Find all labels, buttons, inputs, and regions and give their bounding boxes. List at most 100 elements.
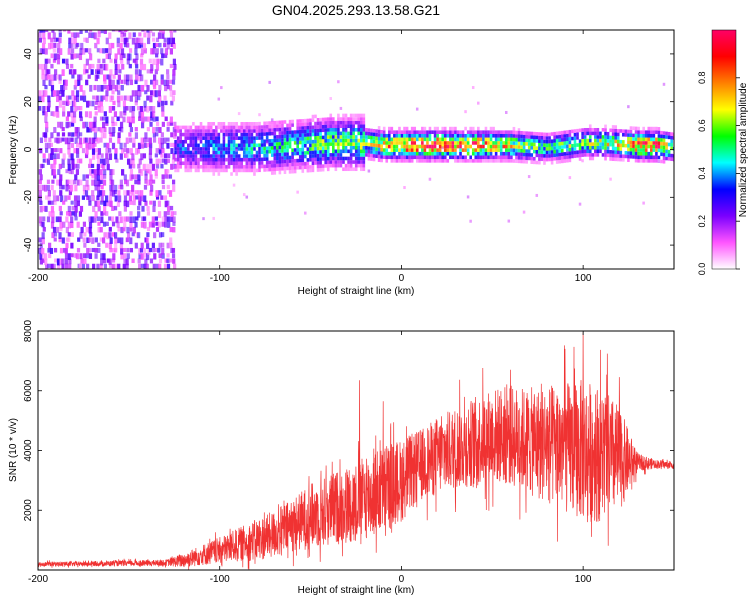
heat-cell	[459, 151, 462, 156]
heat-cell	[286, 145, 289, 149]
heat-cell	[53, 232, 58, 237]
heat-cell	[632, 147, 635, 152]
heat-cell	[456, 159, 460, 163]
heat-cell	[281, 166, 284, 171]
heat-cell	[443, 159, 447, 163]
heat-cell	[128, 63, 132, 69]
heat-cell	[357, 138, 361, 143]
heat-cell	[433, 130, 437, 134]
heat-cell	[560, 130, 564, 135]
heat-cell	[143, 106, 147, 112]
heat-cell	[418, 130, 422, 134]
heat-cell	[92, 137, 96, 144]
heat-cell	[489, 151, 493, 156]
heat-cell	[395, 133, 399, 138]
heat-cell	[99, 137, 103, 143]
heat-cell	[117, 63, 121, 70]
heat-cell	[319, 164, 322, 169]
heat-cell	[622, 158, 625, 162]
heat-cell	[428, 177, 432, 181]
heat-cell	[349, 142, 353, 146]
heat-cell	[88, 163, 92, 169]
heat-cell	[517, 130, 521, 135]
heat-cell	[71, 90, 75, 96]
heat-cell	[352, 135, 355, 139]
heat-cell	[97, 242, 101, 247]
heat-cell	[311, 157, 315, 162]
heat-cell	[337, 127, 340, 132]
heat-cell	[609, 142, 612, 147]
heat-cell	[637, 159, 640, 163]
heat-cell	[141, 116, 145, 123]
heat-cell	[250, 136, 254, 140]
heat-cell	[93, 216, 97, 223]
heat-cell	[70, 242, 74, 249]
heat-cell	[410, 144, 414, 149]
heat-cell	[324, 164, 327, 168]
heat-cell	[298, 147, 302, 152]
heat-cell	[117, 190, 121, 196]
heat-cell	[128, 121, 132, 128]
heat-cell	[428, 126, 432, 131]
heat-cell	[268, 124, 272, 129]
heat-cell	[342, 131, 345, 136]
heat-cell	[321, 128, 325, 133]
heat-cell	[413, 126, 417, 131]
heat-cell	[155, 226, 160, 232]
heat-cell	[108, 226, 112, 232]
heat-cell	[39, 200, 43, 205]
heat-cell	[87, 74, 91, 79]
heat-cell	[172, 226, 176, 233]
heat-cell	[192, 129, 195, 133]
heat-cell	[489, 130, 493, 134]
heat-cell	[64, 137, 68, 145]
heat-cell	[408, 133, 411, 138]
heat-cell	[474, 151, 478, 156]
heat-cell	[39, 48, 43, 55]
heat-cell	[220, 147, 223, 151]
heat-cell	[662, 152, 666, 157]
heat-cell	[122, 226, 126, 232]
heat-cell	[74, 127, 78, 134]
heat-cell	[71, 95, 75, 101]
heat-cell	[155, 53, 159, 58]
heat-cell	[342, 113, 345, 118]
heat-cell	[642, 133, 645, 138]
heat-cell	[97, 69, 101, 75]
heat-cell	[268, 167, 272, 172]
heat-cell	[129, 226, 133, 232]
heat-cell	[436, 130, 439, 134]
heat-cell	[433, 126, 437, 131]
heat-cell	[140, 242, 144, 249]
heat-cell	[283, 138, 287, 142]
heat-cell	[58, 216, 62, 223]
heat-cell	[270, 164, 274, 168]
heat-cell	[385, 144, 389, 149]
heat-cell	[171, 179, 176, 185]
heat-cell	[237, 161, 241, 166]
heat-cell	[418, 137, 422, 142]
heat-cell	[436, 148, 439, 152]
heat-cell	[283, 145, 287, 149]
heat-cell	[45, 69, 49, 76]
heat-cell	[558, 152, 562, 157]
heat-cell	[157, 221, 162, 228]
heat-cell	[571, 143, 574, 148]
heat-cell	[152, 58, 156, 65]
heat-cell	[568, 151, 572, 156]
heat-cell	[260, 128, 264, 133]
heat-cell	[250, 150, 254, 155]
heat-cell	[502, 133, 506, 138]
heat-cell	[108, 42, 112, 50]
heat-cell	[372, 143, 376, 147]
heat-cell	[304, 151, 307, 155]
y-tick-label: 4000	[23, 439, 34, 462]
heat-cell	[125, 106, 129, 111]
heat-cell	[108, 106, 112, 113]
heat-cell	[158, 30, 163, 33]
heat-cell	[288, 155, 292, 160]
heat-cell	[311, 125, 315, 130]
heat-cell	[83, 232, 87, 237]
heat-cell	[408, 148, 411, 152]
heat-cell	[342, 160, 345, 164]
